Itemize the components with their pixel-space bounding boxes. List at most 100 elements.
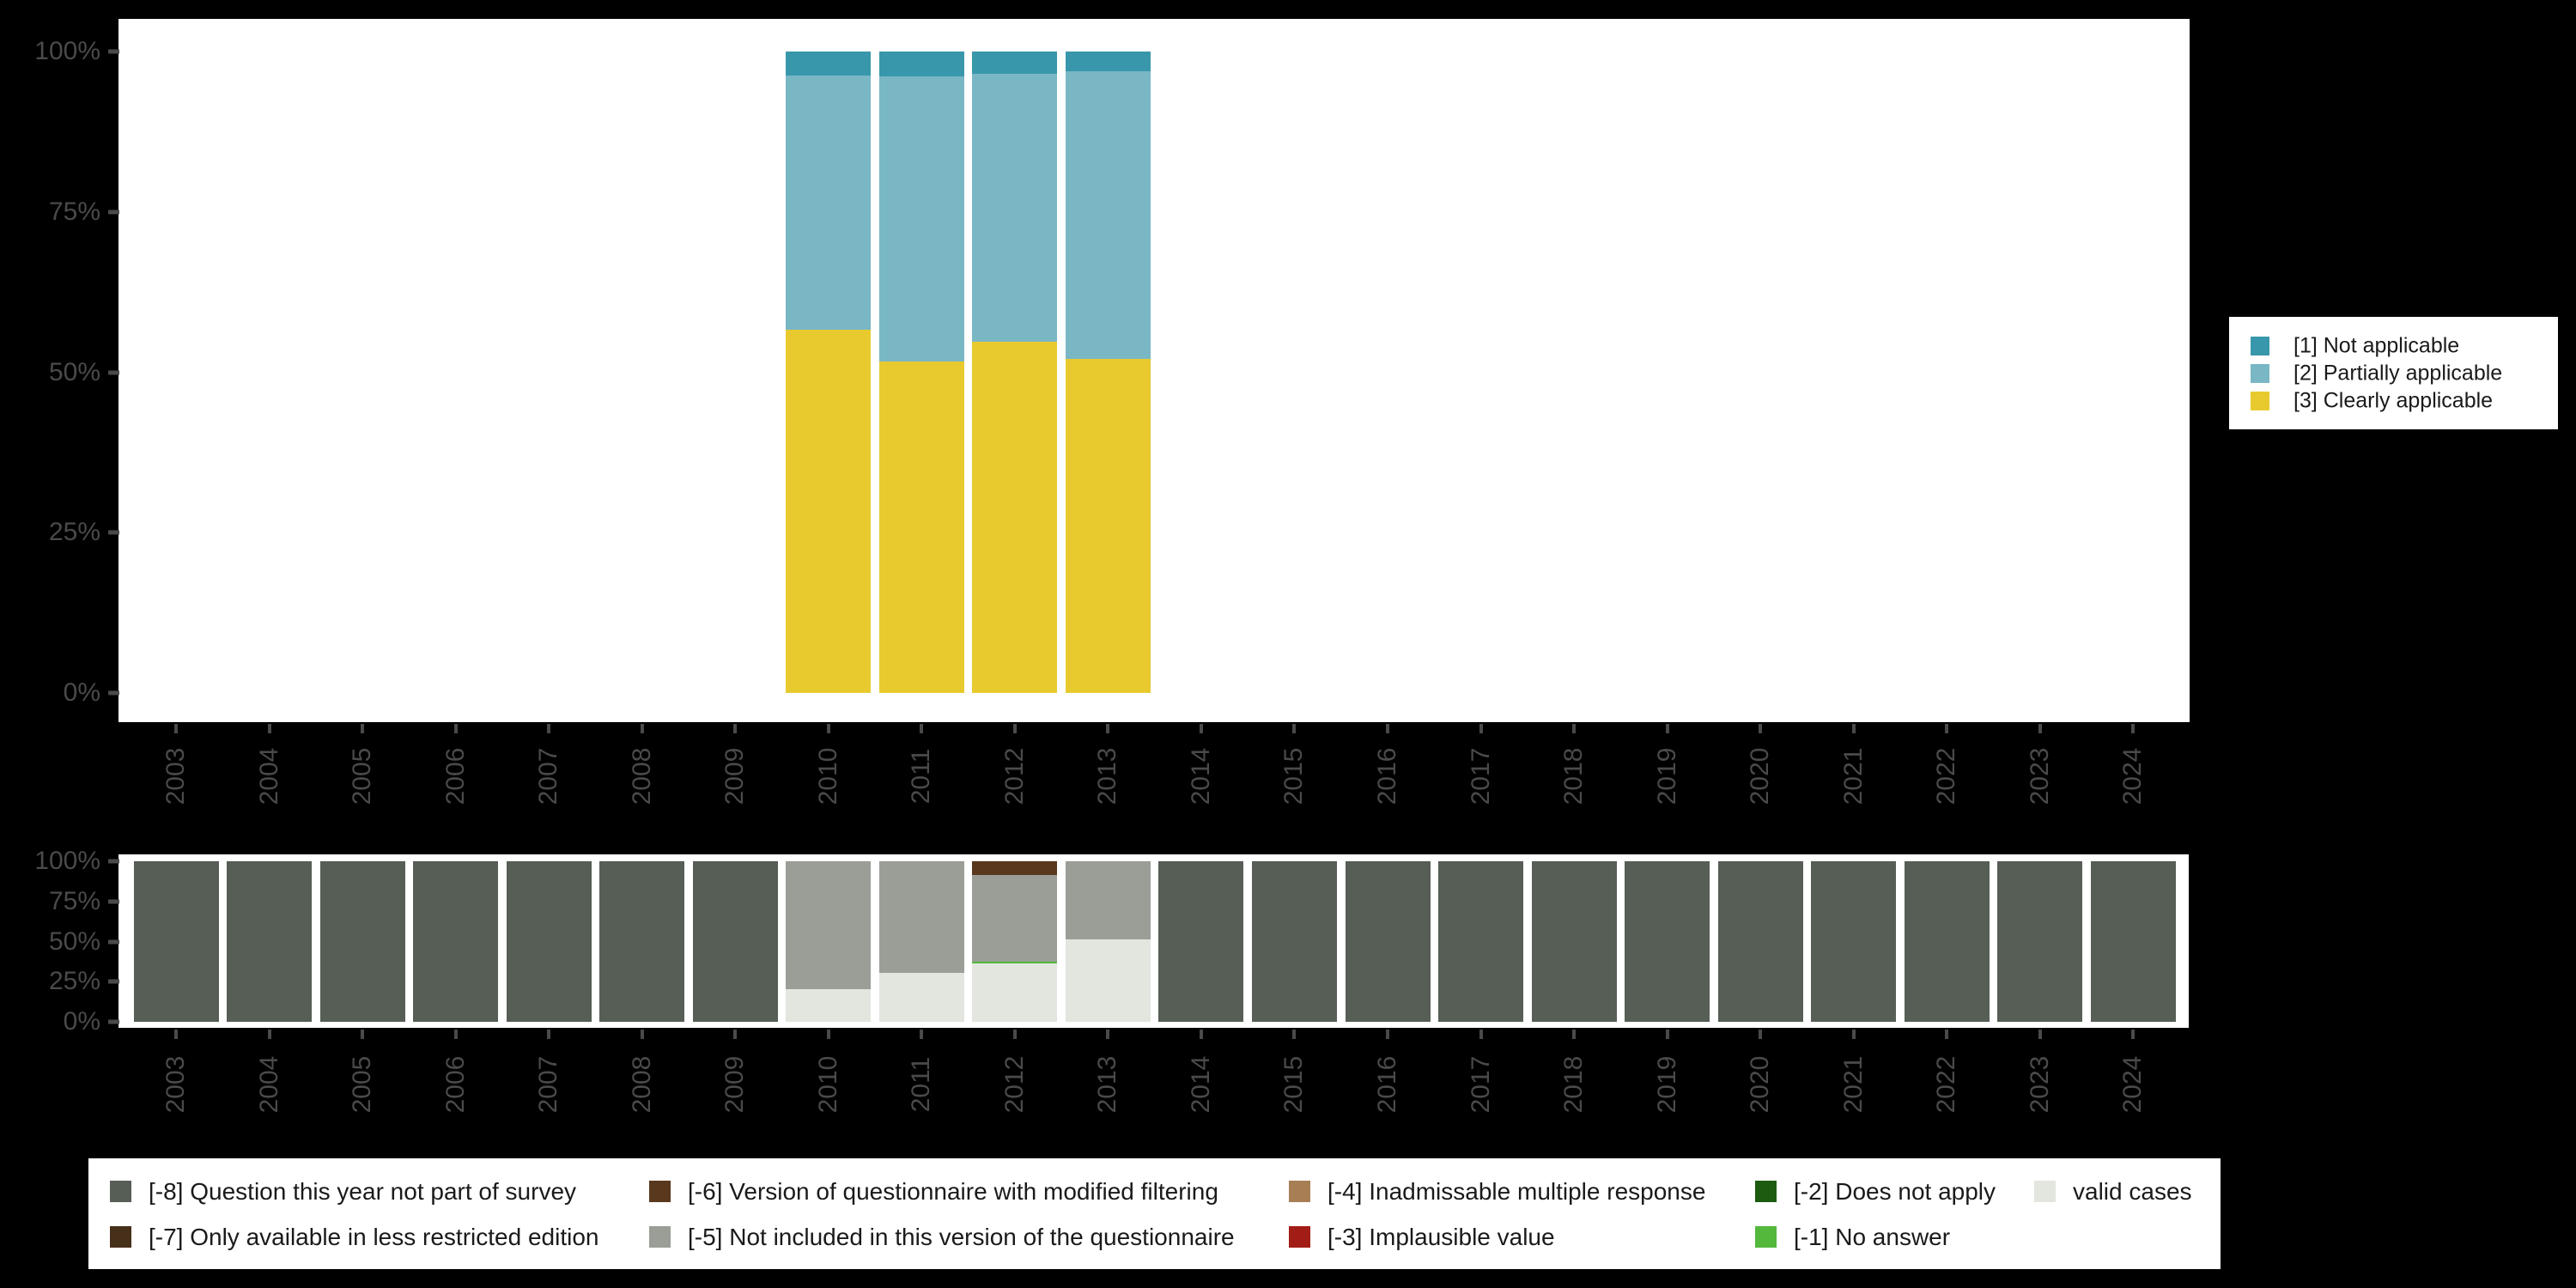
y-axis-tick xyxy=(108,939,119,944)
y-axis-tick xyxy=(108,690,119,696)
x-axis-tick xyxy=(1665,1030,1669,1039)
x-axis-tick xyxy=(547,724,551,733)
x-axis-tick xyxy=(174,1030,178,1039)
x-axis-tick xyxy=(826,724,830,733)
bar-segment xyxy=(1997,861,2083,1022)
x-axis-tick xyxy=(1386,724,1390,733)
bar-segment xyxy=(1811,861,1897,1022)
y-axis-label: 100% xyxy=(34,847,100,875)
legend-swatch xyxy=(2251,392,2269,410)
x-axis-year-label: 2021 xyxy=(1838,747,1868,805)
x-axis-tick xyxy=(2038,1030,2042,1039)
bar-segment xyxy=(786,861,872,989)
x-axis-year-label: 2010 xyxy=(813,1055,842,1114)
bar-segment xyxy=(786,330,872,693)
bar-segment xyxy=(1158,861,1244,1022)
x-axis-year-label: 2023 xyxy=(2025,747,2054,805)
bar-segment xyxy=(133,861,219,1022)
bar-segment xyxy=(1531,861,1617,1022)
y-axis-label: 25% xyxy=(48,967,100,996)
x-axis-tick xyxy=(1945,1030,1949,1039)
x-axis-tick xyxy=(1759,1030,1763,1039)
x-axis-tick xyxy=(361,724,365,733)
bar-segment xyxy=(1065,71,1151,359)
x-axis-year-label: 2009 xyxy=(720,1055,750,1114)
x-axis-year-label: 2017 xyxy=(1466,1055,1495,1114)
x-axis-tick xyxy=(1479,724,1483,733)
x-axis-year-label: 2024 xyxy=(2118,747,2148,805)
y-axis-label: 0% xyxy=(63,678,100,707)
x-axis-tick xyxy=(733,1030,738,1039)
bar-segment xyxy=(1252,861,1337,1022)
legend-label: [-2] Does not apply xyxy=(1794,1177,1996,1205)
x-axis-tick xyxy=(453,724,458,733)
x-axis-year-label: 2024 xyxy=(2118,1055,2148,1114)
x-axis-year-label: 2004 xyxy=(254,747,283,805)
legend-label: [-3] Implausible value xyxy=(1327,1223,1555,1250)
x-axis-tick xyxy=(1572,724,1577,733)
x-axis-year-label: 2015 xyxy=(1279,747,1309,805)
bar-segment xyxy=(1065,52,1151,72)
x-axis-year-label: 2018 xyxy=(1559,747,1589,805)
x-axis-year-label: 2017 xyxy=(1466,747,1495,805)
x-axis-year-label: 2007 xyxy=(534,1055,563,1114)
bar-segment xyxy=(1065,861,1151,940)
x-axis-year-label: 2013 xyxy=(1093,747,1122,805)
legend-applicable: [1] Not applicable [2] Partially applicab… xyxy=(2229,317,2558,429)
x-axis-year-label: 2022 xyxy=(1932,747,1961,805)
x-axis-year-label: 2014 xyxy=(1186,1055,1215,1114)
bar-segment xyxy=(1065,939,1151,1022)
x-axis-year-label: 2003 xyxy=(161,747,190,805)
x-axis-year-label: 2021 xyxy=(1838,1055,1868,1114)
x-axis-tick xyxy=(361,1030,365,1039)
legend-label: valid cases xyxy=(2073,1177,2192,1205)
y-axis-tick xyxy=(108,530,119,535)
x-axis-year-label: 2020 xyxy=(1746,1055,1775,1114)
bar-segment xyxy=(878,76,964,361)
applicable-chart-panel xyxy=(118,19,2190,722)
y-axis-label: 25% xyxy=(48,518,100,547)
bar-segment xyxy=(878,361,964,693)
legend-swatch xyxy=(2034,1181,2056,1202)
x-axis-tick xyxy=(1851,1030,1856,1039)
x-axis-tick xyxy=(1386,1030,1390,1039)
x-axis-year-label: 2011 xyxy=(907,1056,936,1113)
x-axis-tick xyxy=(2131,724,2136,733)
x-axis-year-label: 2005 xyxy=(348,1055,377,1114)
legend-swatch xyxy=(649,1181,671,1202)
y-axis-tick xyxy=(108,370,119,374)
bar-segment xyxy=(786,989,872,1022)
x-axis-tick xyxy=(267,1030,271,1039)
x-axis-year-label: 2010 xyxy=(813,747,842,805)
y-axis-tick xyxy=(108,49,119,54)
x-axis-tick xyxy=(826,1030,830,1039)
bar-segment xyxy=(786,76,872,331)
x-axis-tick xyxy=(1665,724,1669,733)
x-axis-tick xyxy=(1012,724,1017,733)
x-axis-tick xyxy=(547,1030,551,1039)
legend-swatch xyxy=(110,1226,131,1248)
bar-segment xyxy=(319,861,405,1022)
x-axis-tick xyxy=(640,724,644,733)
x-axis-tick xyxy=(1572,1030,1577,1039)
x-axis-tick xyxy=(1199,1030,1203,1039)
x-axis-year-label: 2019 xyxy=(1652,1055,1681,1114)
bar-segment xyxy=(599,861,685,1022)
legend-swatch xyxy=(1289,1226,1310,1248)
y-axis-label: 75% xyxy=(48,886,100,915)
y-axis-label: 0% xyxy=(63,1007,100,1036)
y-axis-tick xyxy=(108,979,119,984)
x-axis-tick xyxy=(2131,1030,2136,1039)
bar-segment xyxy=(2090,861,2176,1022)
x-axis-year-label: 2003 xyxy=(161,1055,190,1114)
legend-swatch xyxy=(649,1226,671,1248)
bar-segment xyxy=(972,963,1058,1022)
bar-segment xyxy=(506,861,592,1022)
bar-segment xyxy=(878,861,964,973)
x-axis-year-label: 2007 xyxy=(534,747,563,805)
x-axis-tick xyxy=(1292,724,1297,733)
bar-segment xyxy=(972,961,1058,963)
x-axis-tick xyxy=(1199,724,1203,733)
legend-label: [-1] No answer xyxy=(1794,1223,1951,1250)
legend-swatch xyxy=(110,1181,131,1202)
